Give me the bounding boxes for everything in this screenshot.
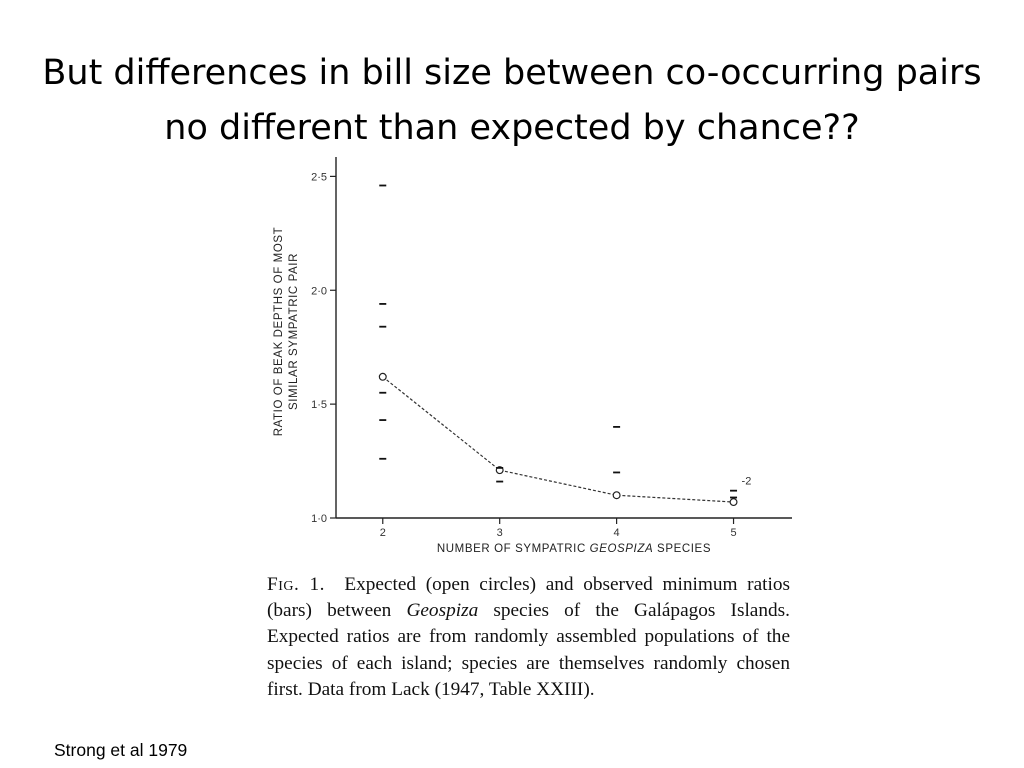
y-tick-label-2: 2·0 — [311, 285, 327, 297]
x-tick-label-3: 5 — [730, 527, 736, 539]
chart-series: -2 — [378, 184, 752, 507]
figure-caption-label: Fig. 1. — [267, 574, 325, 595]
chart-ticks: 1·0 1·5 2·0 2·5 2 3 4 5 — [311, 171, 737, 539]
x-tick-label-0: 2 — [380, 527, 386, 539]
y-axis-label-line-1: RATIO OF BEAK DEPTHS OF MOST — [273, 227, 285, 437]
expected-ratio-point-2 — [612, 491, 621, 500]
figure-caption-rest: species of the Galápagos Islands. Expect… — [267, 600, 790, 700]
observed-annotation: -2 — [742, 475, 752, 487]
beak-ratio-chart: 1·0 1·5 2·0 2·5 2 3 4 5 -2 NUMBER OF SYMPATRIC … — [273, 157, 792, 555]
slide-title-line-2: no different than expected by chance?? — [164, 108, 860, 148]
figure-caption-text: Expected (open circles) and observed min… — [267, 574, 790, 622]
x-tick-label-2: 4 — [614, 527, 620, 539]
expected-ratio-point-0 — [378, 372, 387, 381]
x-axis-label: NUMBER OF SYMPATRIC GEOSPIZA SPECIES — [437, 543, 711, 555]
slide-title-line-1: But differences in bill size between co-… — [42, 53, 982, 93]
y-tick-label-0: 1·0 — [311, 513, 327, 525]
slide-title: But differences in bill size between co-… — [0, 46, 1024, 156]
x-axis-label-suffix: SPECIES — [653, 543, 711, 555]
expected-ratio-line — [382, 376, 734, 503]
y-tick-label-3: 2·5 — [311, 171, 327, 183]
y-axis-label-line-2: SIMILAR SYMPATRIC PAIR — [288, 253, 300, 410]
chart-axes — [335, 157, 792, 519]
x-axis-label-prefix: NUMBER OF SYMPATRIC — [437, 543, 590, 555]
citation-credit: Strong et al 1979 — [54, 740, 188, 760]
y-tick-label-1: 1·5 — [311, 399, 327, 411]
figure-caption-genus: Geospiza — [406, 600, 479, 622]
figure-caption: Fig. 1. Expected (open circles) and obse… — [267, 572, 790, 703]
expected-ratio-point-3 — [729, 498, 738, 507]
x-axis-label-italic: GEOSPIZA — [590, 543, 654, 555]
x-tick-label-1: 3 — [497, 527, 503, 539]
